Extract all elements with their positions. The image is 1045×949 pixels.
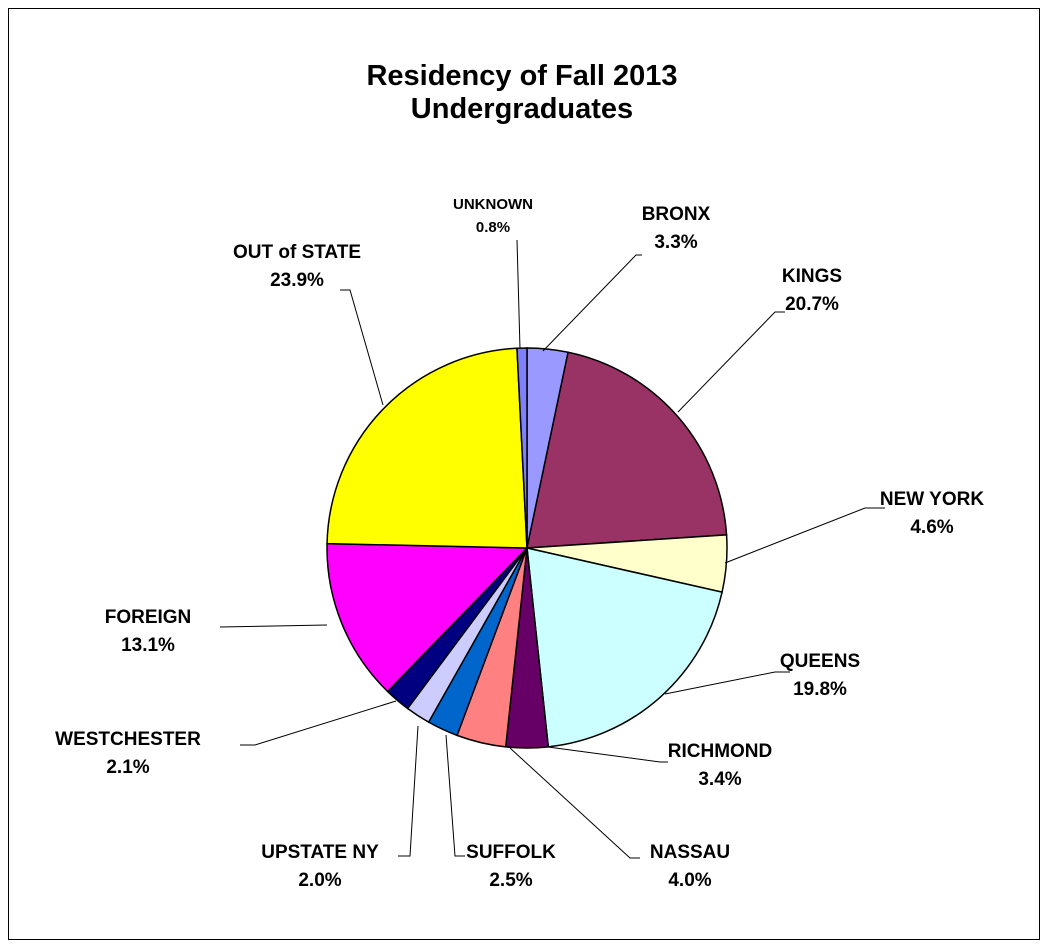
slice-label: UNKNOWN — [453, 196, 533, 213]
slice-value-label: 3.4% — [698, 769, 741, 790]
leader-line — [340, 289, 384, 406]
slice-label: RICHMOND — [668, 741, 773, 762]
leader-line — [542, 254, 642, 352]
slice-label: UPSTATE NY — [261, 842, 379, 863]
leader-line — [219, 624, 328, 628]
slice-value-label: 4.6% — [910, 517, 953, 538]
slice-label: FOREIGN — [105, 607, 192, 628]
slice-value-label: 2.1% — [106, 757, 149, 778]
slice-value-label: 2.5% — [489, 870, 532, 891]
leader-line — [445, 734, 465, 857]
slice-label: OUT of STATE — [233, 242, 361, 263]
slice-value-label: 20.7% — [785, 294, 839, 315]
leader-line — [724, 507, 885, 564]
leader-line — [509, 747, 640, 859]
pie-slice — [326, 347, 528, 549]
slice-label: KINGS — [782, 266, 842, 287]
pie-slice — [326, 542, 529, 693]
slice-value-label: 23.9% — [270, 270, 324, 291]
slice-value-label: 13.1% — [121, 635, 175, 656]
leader-line — [664, 671, 790, 695]
slice-label: QUEENS — [780, 651, 860, 672]
slice-value-label: 3.3% — [654, 232, 697, 253]
slice-label: NEW YORK — [880, 489, 984, 510]
slice-value-label: 2.0% — [298, 870, 341, 891]
slice-label: BRONX — [642, 204, 711, 225]
slice-label: SUFFOLK — [466, 842, 556, 863]
leader-line — [398, 725, 419, 857]
leader-line — [547, 746, 668, 763]
slice-value-label: 4.0% — [668, 870, 711, 891]
slice-label: NASSAU — [650, 842, 730, 863]
slice-label: WESTCHESTER — [55, 729, 201, 750]
leader-line — [240, 700, 397, 746]
pie-slice — [516, 347, 528, 549]
slice-value-label: 19.8% — [793, 679, 847, 700]
leader-line — [516, 239, 521, 350]
chart-title: Residency of Fall 2013 Undergraduates — [366, 60, 678, 125]
leader-line — [677, 311, 785, 413]
pie-slice — [526, 351, 728, 549]
slice-value-label: 0.8% — [476, 219, 510, 236]
pie-slice — [526, 547, 723, 748]
